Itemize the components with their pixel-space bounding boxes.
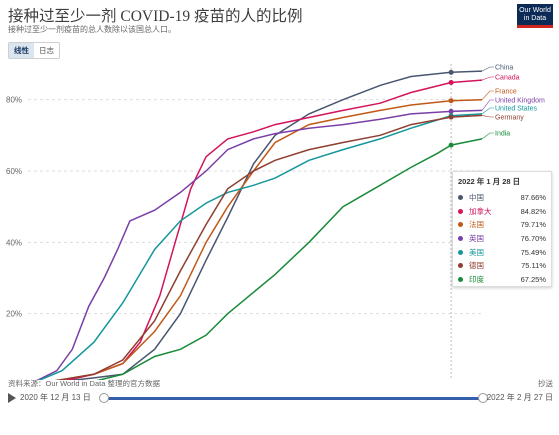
label-leader	[481, 99, 494, 111]
tooltip-country: 美国	[469, 247, 484, 257]
legend-dot-icon	[458, 263, 463, 269]
series-line-united-states	[37, 113, 483, 380]
series-line-germany	[54, 114, 483, 380]
legend-dot-icon	[458, 236, 463, 242]
scale-log-button[interactable]: 日志	[39, 46, 54, 55]
series-end-label: India	[495, 131, 510, 138]
tooltip-country: 法国	[469, 220, 484, 230]
source-note: 资料来源：Our World in Data 整理的官方数据	[8, 379, 160, 388]
tooltip-value: 76.70%	[520, 234, 546, 244]
legend-dot-icon	[458, 195, 463, 201]
tooltip-country: 印度	[469, 274, 484, 284]
series-end-label: United Kingdom	[495, 98, 545, 105]
tooltip-value: 75.49%	[520, 247, 546, 257]
series-line-united-kingdom	[36, 109, 483, 380]
line-chart: 0%20%40%60%80%Dec 13, 2020Jun 4, 2021Sep…	[6, 64, 545, 380]
series-end-label: France	[495, 89, 517, 96]
tooltip-value: 79.71%	[520, 220, 546, 230]
tooltip-value: 84.82%	[520, 206, 546, 216]
share-link[interactable]: 抄送	[538, 379, 553, 388]
label-leader	[481, 66, 494, 72]
highlight-dot	[448, 114, 454, 120]
highlight-dot	[448, 69, 454, 75]
tooltip-value: 75.11%	[521, 261, 546, 271]
highlight-dot	[448, 142, 454, 148]
tooltip: 2022 年 1 月 28 日 中国 87.66% 加拿大 84.82% 法国 79.71…	[452, 171, 552, 287]
tooltip-value: 87.66%	[520, 193, 546, 203]
label-leader	[481, 107, 494, 115]
series-line-canada	[64, 79, 483, 380]
y-tick-label: 60%	[6, 167, 22, 176]
scale-toggle: 线性 日志	[8, 42, 60, 59]
tooltip-title: 2022 年 1 月 28 日	[458, 177, 521, 186]
play-icon[interactable]	[8, 393, 16, 403]
series-end-label: China	[495, 65, 513, 72]
label-leader	[481, 132, 494, 140]
tooltip-row: 美国 75.49%	[458, 245, 546, 259]
timeline-start-label: 2020 年 12 月 13 日	[20, 393, 91, 402]
y-tick-label: 80%	[6, 96, 22, 105]
legend-dot-icon	[458, 249, 463, 255]
y-tick-label: 40%	[6, 238, 22, 247]
scale-linear-button[interactable]: 线性	[9, 43, 34, 58]
series-end-label: United States	[495, 106, 538, 113]
tooltip-row: 德国 75.11%	[458, 259, 546, 273]
timeline-end-handle[interactable]	[478, 393, 488, 403]
tooltip-row: 英国 76.70%	[458, 232, 546, 246]
series-end-label: Germany	[495, 115, 524, 122]
tooltip-row: 印度 67.25%	[458, 273, 546, 287]
tooltip-row: 法国 79.71%	[458, 218, 546, 232]
legend-dot-icon	[458, 222, 463, 228]
timeline-start-handle[interactable]	[99, 393, 109, 403]
logo-line1: Our World	[519, 7, 551, 14]
tooltip-value: 67.25%	[520, 274, 546, 284]
tooltip-country: 加拿大	[469, 206, 492, 216]
logo-line2: in Data	[523, 15, 547, 22]
legend-dot-icon	[458, 276, 463, 282]
owid-logo[interactable]: Our World in Data	[517, 4, 553, 28]
chart-title: 接种过至少一剂 COVID-19 疫苗的人的比例	[8, 8, 303, 25]
highlight-dot	[448, 108, 454, 114]
tooltip-row: 加拿大 84.82%	[458, 205, 546, 219]
tooltip-row: 中国 87.66%	[458, 191, 546, 205]
label-leader	[481, 115, 494, 118]
series-line-china	[67, 70, 483, 380]
label-leader	[481, 90, 494, 100]
highlight-dot	[448, 98, 454, 104]
legend-dot-icon	[458, 208, 463, 214]
y-tick-label: 20%	[6, 310, 22, 319]
series-end-label: Canada	[495, 75, 520, 82]
tooltip-country: 英国	[469, 234, 484, 244]
chart-subtitle: 接种过至少一剂疫苗的总人数除以该国总人口。	[8, 25, 176, 34]
label-leader	[481, 76, 494, 81]
tooltip-country: 中国	[469, 193, 484, 203]
series-line-india	[96, 138, 483, 380]
timeline: 2020 年 12 月 13 日 2022 年 2 月 27 日	[0, 392, 559, 406]
timeline-track[interactable]	[99, 393, 488, 403]
highlight-dot	[448, 79, 454, 85]
tooltip-country: 德国	[469, 261, 484, 271]
timeline-end-label: 2022 年 2 月 27 日	[486, 393, 553, 402]
